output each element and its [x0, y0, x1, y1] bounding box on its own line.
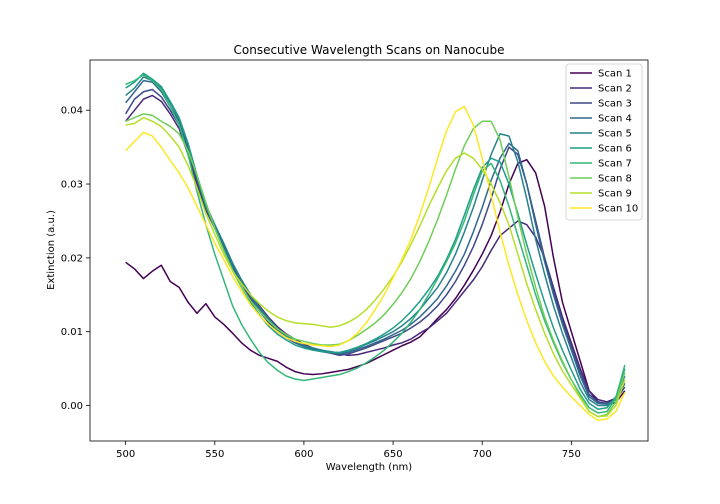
series-line-scan-1	[125, 158, 626, 405]
series-line-scan-7	[125, 74, 626, 414]
legend-label-scan-10: Scan 10	[598, 204, 638, 215]
legend-label-scan-9: Scan 9	[598, 189, 632, 200]
series-line-scan-9	[125, 116, 626, 418]
series-line-scan-6	[125, 72, 626, 410]
series-line-scan-10	[125, 105, 626, 422]
x-tick-label: 650	[384, 449, 403, 460]
axes-frame	[89, 59, 649, 442]
legend-label-scan-5: Scan 5	[598, 129, 632, 140]
x-tick-label: 750	[562, 449, 581, 460]
y-tick-label: 0.04	[61, 106, 83, 117]
legend-label-scan-2: Scan 2	[598, 84, 632, 95]
x-tick-label: 700	[473, 449, 492, 460]
x-axis-label: Wavelength (nm)	[326, 462, 412, 473]
plot-area	[125, 72, 626, 422]
x-axis: 500 550 600 650 700 750	[116, 441, 581, 460]
y-axis-label: Extinction (a.u.)	[46, 210, 57, 290]
legend-label-scan-1: Scan 1	[598, 69, 632, 80]
y-tick-label: 0.00	[61, 401, 83, 412]
legend: Scan 1 Scan 2 Scan 3 Scan 4 Scan 5 Scan 6 Scan…	[565, 63, 643, 221]
series-line-scan-8	[125, 113, 626, 418]
legend-label-scan-7: Scan 7	[598, 159, 632, 170]
legend-label-scan-3: Scan 3	[598, 99, 632, 110]
legend-label-scan-8: Scan 8	[598, 174, 632, 185]
y-tick-label: 0.02	[61, 253, 83, 264]
y-tick-label: 0.01	[61, 327, 83, 338]
x-tick-label: 600	[294, 449, 313, 460]
chart-title: Consecutive Wavelength Scans on Nanocube	[234, 43, 505, 57]
y-tick-label: 0.03	[61, 180, 83, 191]
x-tick-label: 500	[116, 449, 135, 460]
legend-label-scan-6: Scan 6	[598, 144, 632, 155]
legend-label-scan-4: Scan 4	[598, 114, 632, 125]
y-axis: 0.00 0.01 0.02 0.03 0.04	[61, 106, 90, 412]
x-tick-label: 550	[205, 449, 224, 460]
